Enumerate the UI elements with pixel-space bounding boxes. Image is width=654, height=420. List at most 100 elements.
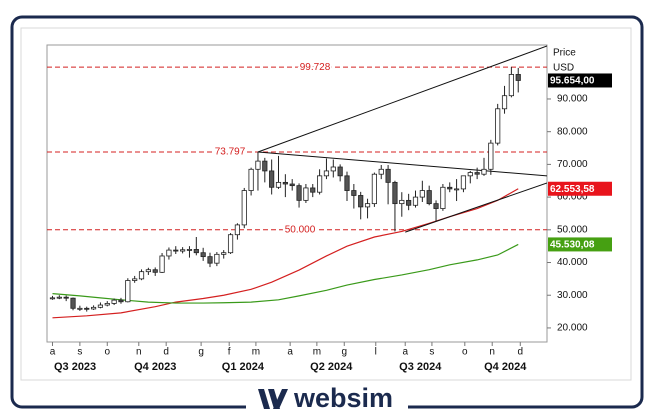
x-tick-label: d	[518, 347, 524, 358]
price-badge	[548, 181, 612, 196]
candle-body	[488, 142, 494, 170]
candle-body	[186, 249, 193, 251]
x-tick-label: s	[429, 347, 434, 358]
candle-body	[97, 304, 104, 308]
candle-body	[214, 253, 220, 264]
candle-body	[358, 195, 364, 208]
candle-body	[515, 74, 521, 81]
candle-body	[378, 168, 384, 175]
brand: websim	[293, 383, 393, 413]
quarter-label: Q4 2024	[484, 361, 527, 373]
candle-body	[125, 280, 131, 303]
price-badge	[548, 73, 612, 88]
x-tick-label: a	[50, 347, 56, 358]
candle-body	[275, 181, 282, 188]
candle-body	[337, 166, 343, 177]
candle-body	[118, 299, 124, 303]
candle-body	[159, 255, 165, 273]
y-tick-label: 70.000	[557, 159, 588, 170]
x-tick-label: d	[163, 347, 169, 358]
y-tick-label: 40.000	[557, 257, 588, 268]
candle-body	[296, 185, 302, 201]
candle-body	[344, 175, 350, 191]
candle-body	[460, 175, 467, 190]
x-tick-label: n	[489, 347, 495, 358]
candle-body	[495, 108, 501, 144]
x-tick-label: m	[313, 347, 321, 358]
price-badge	[548, 237, 612, 252]
candle-body	[173, 249, 179, 252]
x-tick-label: a	[287, 347, 293, 358]
candle-body	[447, 186, 453, 190]
x-tick-label: n	[136, 347, 142, 358]
plot-content: 99.728 73.797 50.000	[47, 45, 547, 319]
candle-body	[104, 303, 110, 306]
price-badge-label: 62.553,58	[550, 184, 595, 195]
level-label: 50.000	[285, 224, 316, 235]
trendline	[257, 45, 547, 153]
x-tick-label: o	[104, 347, 110, 358]
price-badge-label: 95.654,00	[550, 76, 595, 87]
x-tick-label: o	[462, 347, 468, 358]
x-tick-label: g	[341, 347, 347, 358]
candle-body	[138, 271, 145, 280]
candle-body	[303, 187, 309, 201]
candle-body	[234, 224, 241, 236]
candle-body	[317, 175, 323, 193]
candle-body	[364, 203, 371, 208]
trendline	[257, 151, 547, 177]
candle-body	[440, 186, 446, 209]
price-badge-label: 45.530,08	[550, 240, 595, 251]
x-tick-label: f	[228, 347, 231, 358]
candle-body	[180, 249, 186, 252]
candle-body	[227, 234, 234, 254]
candle-body	[193, 249, 199, 254]
candle-body	[221, 252, 227, 255]
trendline	[405, 182, 547, 233]
candle-body	[392, 181, 398, 205]
candle-body	[269, 170, 275, 188]
candle-body	[200, 252, 206, 258]
candle-body	[481, 168, 487, 175]
chart-layer: 20.000 30.000 40.000 50.000 60.000 70.000 80.0…	[47, 45, 612, 373]
candle-body	[63, 296, 69, 299]
candle-body	[70, 297, 76, 309]
candle-body	[132, 278, 138, 281]
logo-icon	[258, 389, 288, 409]
candle-body	[255, 160, 261, 170]
candle-body	[207, 256, 213, 264]
quarter-label: Q3 2024	[399, 361, 442, 373]
candle-body	[49, 297, 56, 300]
candle-body	[262, 160, 268, 172]
candle-body	[84, 307, 90, 310]
candle-body	[289, 183, 295, 187]
candle-body	[323, 170, 330, 177]
candle-body	[152, 269, 158, 273]
candle-body	[406, 199, 412, 206]
candle-body	[330, 166, 336, 172]
quarter-label: Q1 2024	[222, 361, 265, 373]
candle-body	[166, 249, 172, 257]
candle-body	[248, 168, 254, 191]
candle-body	[501, 95, 508, 110]
candle-body	[351, 190, 357, 196]
candle-body	[412, 196, 419, 206]
quarter-label: Q4 2023	[134, 361, 176, 373]
quarter-label: Q2 2024	[310, 361, 353, 373]
candle-body	[310, 187, 316, 193]
axis-header: Price	[553, 48, 576, 59]
y-tick-label: 50.000	[557, 224, 588, 235]
level-label: 99.728	[300, 62, 331, 73]
x-tick-label: g	[198, 347, 204, 358]
candle-body	[145, 269, 151, 273]
quarter-label: Q3 2023	[54, 361, 96, 373]
candle-body	[453, 188, 460, 191]
candle-body	[90, 306, 97, 310]
candle-body	[508, 74, 514, 97]
candle-body	[385, 168, 391, 183]
axis-header: USD	[553, 63, 574, 74]
y-tick-label: 80.000	[557, 126, 588, 137]
candle-body	[241, 190, 247, 226]
x-tick-label: m	[252, 347, 260, 358]
